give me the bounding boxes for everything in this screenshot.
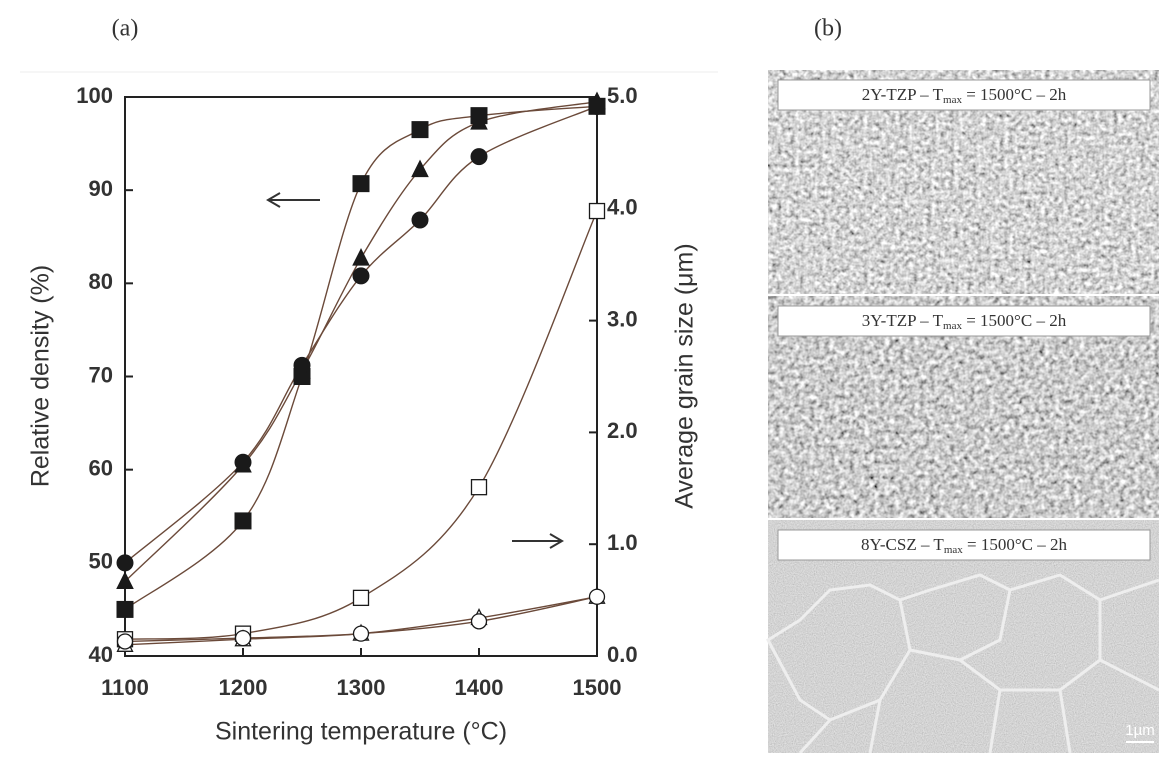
- y-tick-label: 40: [89, 642, 113, 667]
- marker-circle: [293, 356, 311, 374]
- caption-sub: max: [943, 94, 962, 106]
- micrograph: 3Y-TZP – Tmax = 1500°C – 2h: [768, 296, 1159, 518]
- caption-sub: max: [944, 544, 963, 556]
- marker-square: [234, 512, 252, 530]
- caption-text: = 1500°C – 2h: [962, 85, 1067, 104]
- y2-tick-label: 0.0: [607, 642, 638, 667]
- marker-circle: [352, 267, 370, 285]
- marker-square: [352, 175, 370, 193]
- caption: 8Y-CSZ – Tmax = 1500°C – 2h: [861, 535, 1067, 556]
- x-tick-label: 1500: [573, 675, 622, 700]
- panel-label: (b): [814, 16, 842, 42]
- caption: 3Y-TZP – Tmax = 1500°C – 2h: [862, 311, 1067, 332]
- marker-triangle: [352, 248, 370, 266]
- y2-tick-label: 2.0: [607, 418, 638, 443]
- marker-circle: [588, 97, 606, 115]
- marker-square: [352, 589, 370, 607]
- marker-triangle: [116, 571, 134, 589]
- arrow: [266, 192, 320, 208]
- micrograph: 8Y-CSZ – Tmax = 1500°C – 2h 1µm: [766, 520, 1159, 755]
- y2-tick-label: 3.0: [607, 306, 638, 331]
- panel-label: (a): [112, 16, 139, 42]
- caption-box: [777, 79, 1151, 111]
- x-tick-label: 1300: [337, 675, 386, 700]
- x-axis-label: Sintering temperature (°C): [215, 718, 507, 746]
- marker-square: [411, 121, 429, 139]
- marker-triangle: [411, 159, 429, 178]
- marker-circle: [588, 588, 606, 605]
- micrograph: 2Y-TZP – Tmax = 1500°C – 2h: [768, 70, 1159, 294]
- marker-triangle: [470, 112, 488, 130]
- marker-square: [588, 202, 606, 220]
- y-tick-label: 70: [89, 362, 113, 387]
- y-tick-label: 90: [89, 176, 113, 201]
- y-tick-label: 80: [89, 269, 113, 294]
- y-tick-label: 100: [76, 83, 113, 108]
- series-line: [124, 105, 598, 564]
- marker-square: [470, 479, 488, 496]
- marker-circle: [470, 613, 488, 630]
- marker-circle: [116, 554, 134, 572]
- marker-circle: [234, 453, 252, 471]
- x-tick-label: 1400: [455, 675, 504, 700]
- caption-text: = 1500°C – 2h: [962, 311, 1067, 330]
- marker-circle: [470, 148, 488, 166]
- caption-box: [777, 529, 1151, 561]
- series-line: [124, 100, 598, 582]
- y-tick-label: 50: [89, 549, 113, 574]
- marker-circle: [411, 211, 429, 229]
- grain-boundaries: [766, 573, 1159, 755]
- scale-bar-label: 1µm: [1125, 722, 1154, 739]
- y2-tick-label: 1.0: [607, 530, 638, 555]
- y2-tick-label: 5.0: [607, 83, 638, 108]
- marker-circle: [234, 629, 252, 647]
- plot: 1100 1200 1300 1400 1500 40 50 60 70 80 90 100 0.0 1.…: [76, 83, 637, 700]
- caption-text: = 1500°C – 2h: [963, 535, 1068, 554]
- marker-circle: [352, 625, 370, 642]
- caption-text: 2Y-TZP – T: [862, 85, 944, 104]
- x-tick-label: 1200: [219, 675, 268, 700]
- marker-circle: [116, 633, 134, 650]
- x-tick-label: 1100: [101, 675, 149, 700]
- caption-sub: max: [943, 320, 962, 332]
- y2-axis-label: Average grain size (μm): [671, 243, 699, 508]
- y-tick-label: 60: [89, 455, 113, 480]
- caption-text: 8Y-CSZ – T: [861, 535, 944, 554]
- series-line: [124, 210, 598, 640]
- y2-tick-label: 4.0: [607, 195, 638, 220]
- y-axis-label: Relative density (%): [27, 265, 55, 487]
- caption-text: 3Y-TZP – T: [862, 311, 944, 330]
- arrow: [512, 533, 564, 549]
- caption-box: [777, 305, 1151, 337]
- caption: 2Y-TZP – Tmax = 1500°C – 2h: [862, 85, 1067, 106]
- marker-square: [116, 600, 134, 618]
